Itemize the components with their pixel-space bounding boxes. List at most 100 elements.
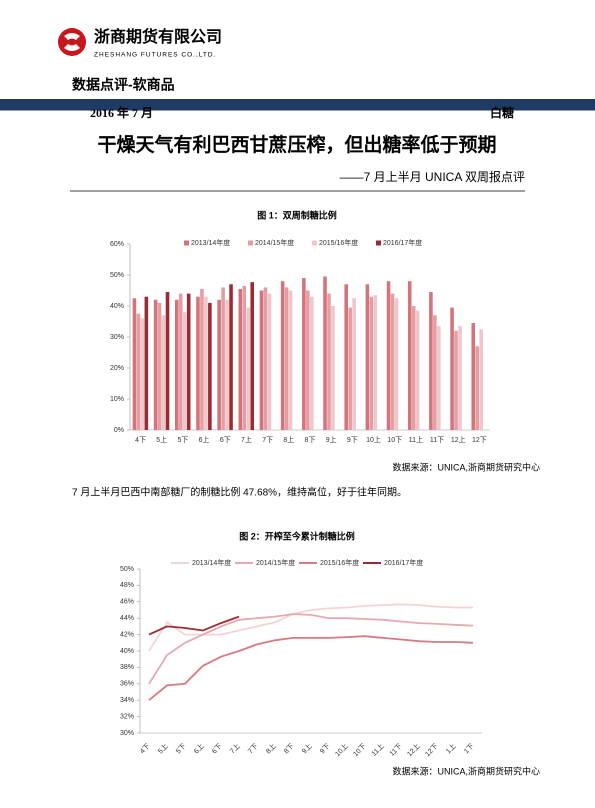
legend-label: 2015/16年度	[319, 238, 358, 247]
bar	[327, 293, 331, 430]
x-tick-label: 12下	[424, 742, 440, 758]
bar	[323, 276, 327, 430]
y-tick-label: 38%	[120, 664, 134, 671]
bar	[229, 284, 233, 430]
x-tick-label: 7上	[241, 435, 252, 444]
company-name: 浙商期货有限公司	[94, 27, 222, 46]
x-tick-label: 10上	[333, 741, 350, 758]
legend-swatch	[312, 240, 317, 246]
y-tick-label: 40%	[120, 648, 134, 655]
x-tick-label: 9下	[347, 436, 358, 444]
line	[148, 603, 473, 652]
x-tick-label: 12上	[405, 741, 422, 758]
bar	[238, 288, 243, 430]
bar	[288, 290, 293, 430]
bar	[263, 287, 268, 430]
bar	[454, 330, 458, 430]
chart-title: 图 1：双周制糖比例	[257, 209, 337, 220]
x-tick-label: 11上	[369, 741, 385, 757]
y-tick-label: 10%	[110, 396, 124, 403]
bar	[280, 281, 285, 430]
bar	[161, 315, 166, 430]
x-tick-label: 11下	[430, 436, 444, 444]
y-tick-label: 30%	[120, 730, 134, 737]
commodity: 白糖	[490, 105, 514, 120]
x-tick-label: 10下	[352, 742, 368, 758]
bar	[225, 299, 229, 430]
bar	[365, 284, 370, 430]
bar	[348, 307, 352, 430]
x-tick-label: 8上	[264, 741, 278, 755]
x-tick-label: 5上	[156, 741, 170, 755]
y-tick-label: 50%	[120, 566, 134, 573]
bar	[306, 290, 310, 430]
line	[148, 635, 474, 701]
x-tick-label: 9上	[300, 741, 314, 755]
x-tick-label: 7上	[228, 741, 242, 755]
y-tick-label: 40%	[110, 303, 124, 310]
x-tick-label: 7下	[262, 436, 273, 444]
x-tick-label: 10下	[387, 436, 402, 444]
bar	[458, 326, 462, 430]
legend-swatch	[376, 240, 381, 246]
y-tick-label: 0%	[114, 427, 124, 434]
bar	[144, 296, 149, 430]
bar	[433, 315, 437, 430]
x-tick-label: 11上	[409, 435, 423, 444]
x-tick-label: 10上	[366, 435, 381, 444]
paragraph: 7 月上半月巴西中南部糖厂的制糖比例 47.68%，维持高位，好于往年同期。	[72, 486, 407, 499]
logo	[58, 28, 86, 56]
legend-label: 2014/15年度	[255, 238, 294, 247]
y-tick-label: 34%	[120, 697, 134, 704]
y-tick-label: 32%	[120, 713, 134, 720]
bar	[186, 293, 191, 430]
bar	[175, 299, 179, 430]
x-tick-label: 5上	[156, 435, 167, 444]
report-title: 干燥天气有利巴西甘蔗压榨，但出糖率低于预期	[97, 133, 496, 156]
x-tick-label: 11下	[388, 742, 404, 758]
legend-label: 2016/17年度	[383, 238, 422, 247]
x-tick-label: 12下	[472, 436, 487, 444]
bar	[165, 292, 170, 430]
band-rule	[0, 109, 595, 111]
x-tick-label: 5下	[174, 742, 187, 755]
x-tick-label: 6上	[199, 435, 210, 444]
bar	[200, 288, 204, 430]
x-tick-label: 4下	[135, 436, 146, 444]
y-tick-label: 36%	[120, 681, 134, 688]
bar	[284, 287, 289, 430]
x-tick-label: 6下	[220, 436, 231, 444]
source: 数据来源：UNICA,浙商期货研究中心	[392, 765, 540, 776]
bar	[157, 302, 162, 430]
bar	[471, 323, 476, 430]
y-tick-label: 50%	[110, 272, 124, 279]
x-tick-label: 7下	[246, 742, 259, 755]
x-tick-label: 9上	[326, 435, 337, 444]
x-tick-label: 6下	[210, 742, 223, 755]
band	[0, 99, 595, 109]
y-tick-label: 42%	[120, 631, 134, 638]
bar	[415, 310, 420, 430]
bar	[344, 284, 348, 430]
bar	[132, 298, 137, 430]
y-tick-label: 20%	[110, 365, 124, 372]
bar	[246, 307, 251, 430]
bar	[310, 296, 314, 430]
legend-label: 2015/16年度	[320, 558, 359, 567]
bar	[411, 306, 416, 430]
x-tick-label: 4下	[138, 742, 151, 755]
bar	[407, 281, 412, 430]
bar	[250, 282, 255, 430]
legend-swatch	[184, 240, 189, 246]
bar	[259, 290, 264, 430]
y-tick-label: 44%	[120, 615, 134, 622]
chart-title: 图 2：开榨至今累计制糖比例	[239, 530, 355, 541]
legend-label: 2014/15年度	[256, 558, 295, 567]
x-tick-label: 1下	[462, 742, 475, 755]
bar	[178, 293, 183, 430]
y-tick-label: 30%	[110, 334, 124, 341]
bar	[196, 296, 200, 430]
bar	[394, 298, 399, 430]
legend-label: 2013/14年度	[191, 238, 230, 247]
